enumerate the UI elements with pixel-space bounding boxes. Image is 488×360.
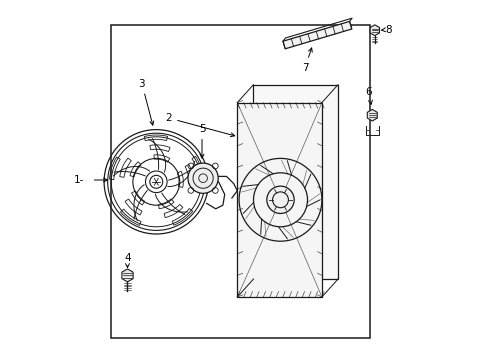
- Polygon shape: [283, 21, 351, 49]
- Bar: [111, 25, 370, 338]
- Text: 6: 6: [365, 87, 371, 104]
- Text: 7: 7: [301, 48, 312, 73]
- Polygon shape: [369, 25, 379, 36]
- Text: 2: 2: [165, 113, 234, 137]
- Polygon shape: [366, 109, 377, 121]
- Polygon shape: [237, 103, 321, 297]
- Circle shape: [187, 163, 218, 193]
- Text: 1-: 1-: [74, 175, 84, 185]
- Text: 3: 3: [138, 78, 153, 125]
- Text: 8: 8: [381, 24, 391, 35]
- Text: 4: 4: [124, 253, 131, 267]
- Circle shape: [266, 186, 294, 213]
- Polygon shape: [122, 269, 133, 282]
- Polygon shape: [253, 85, 337, 279]
- Text: 5: 5: [198, 124, 205, 158]
